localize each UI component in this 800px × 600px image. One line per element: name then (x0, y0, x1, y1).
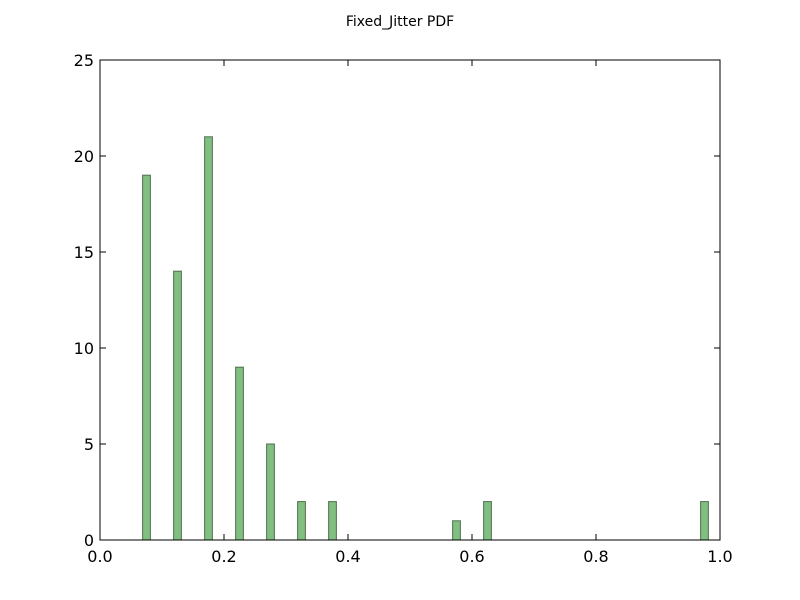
histogram-bar (452, 520, 461, 541)
histogram-bar (266, 443, 275, 541)
tick-labels-group: 0.0 0.2 0.4 0.6 0.8 1.0 0 5 10 15 20 25 (74, 51, 733, 566)
y-tick-label: 25 (74, 51, 94, 70)
histogram-bar (483, 501, 492, 541)
y-tick-label: 5 (84, 435, 94, 454)
histogram-bar (235, 366, 244, 541)
x-tick-label: 0.6 (459, 547, 484, 566)
chart-title: Fixed_Jitter PDF (346, 14, 454, 30)
histogram-bar (173, 270, 182, 541)
histogram-bar (700, 501, 709, 541)
x-tick-label: 0.0 (87, 547, 112, 566)
histogram-bar (328, 501, 337, 541)
x-tick-label: 0.4 (335, 547, 360, 566)
histogram-bar (142, 174, 151, 541)
y-tick-label: 0 (84, 531, 94, 550)
bars-group (142, 136, 709, 541)
y-tick-label: 10 (74, 339, 94, 358)
histogram-bar (204, 136, 213, 541)
y-tick-label: 15 (74, 243, 94, 262)
ticks-group (99, 59, 721, 541)
x-tick-label: 0.8 (583, 547, 608, 566)
y-tick-label: 20 (74, 147, 94, 166)
x-tick-label: 1.0 (707, 547, 732, 566)
plot-frame (99, 59, 721, 541)
x-tick-label: 0.2 (211, 547, 236, 566)
histogram-bar (297, 501, 306, 541)
